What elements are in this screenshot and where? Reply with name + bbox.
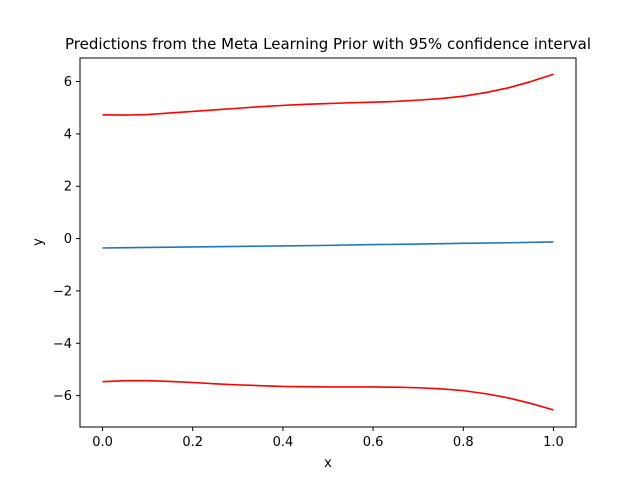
x-tick-label: 0.6 [363,435,384,450]
series-line-0 [102,241,554,249]
series-line-1 [102,73,554,116]
y-tick-label: −6 [53,389,72,404]
y-tick-label: 2 [64,180,72,195]
y-tick-label: 6 [64,75,72,90]
x-tick-label: 0.4 [273,435,294,450]
series-group [102,73,554,411]
x-tick-label: 0.2 [182,435,203,450]
x-tick-label: 0.0 [92,435,113,450]
x-axis: 0.0 0.2 0.4 0.6 0.8 1.0 [92,427,564,450]
y-tick-label: 4 [64,127,72,142]
x-tick-label: 1.0 [543,435,564,450]
x-tick-label: 0.8 [453,435,474,450]
y-tick-label: −4 [53,337,72,352]
y-axis: −6 −4 −2 0 2 4 6 [53,75,80,404]
chart-title: Predictions from the Meta Learning Prior… [65,35,591,53]
x-axis-label: x [324,456,332,471]
y-tick-label: 0 [64,232,72,247]
plot-frame [79,57,577,428]
series-line-2 [102,379,554,411]
y-tick-label: −2 [53,284,72,299]
y-axis-label: y [31,238,46,246]
